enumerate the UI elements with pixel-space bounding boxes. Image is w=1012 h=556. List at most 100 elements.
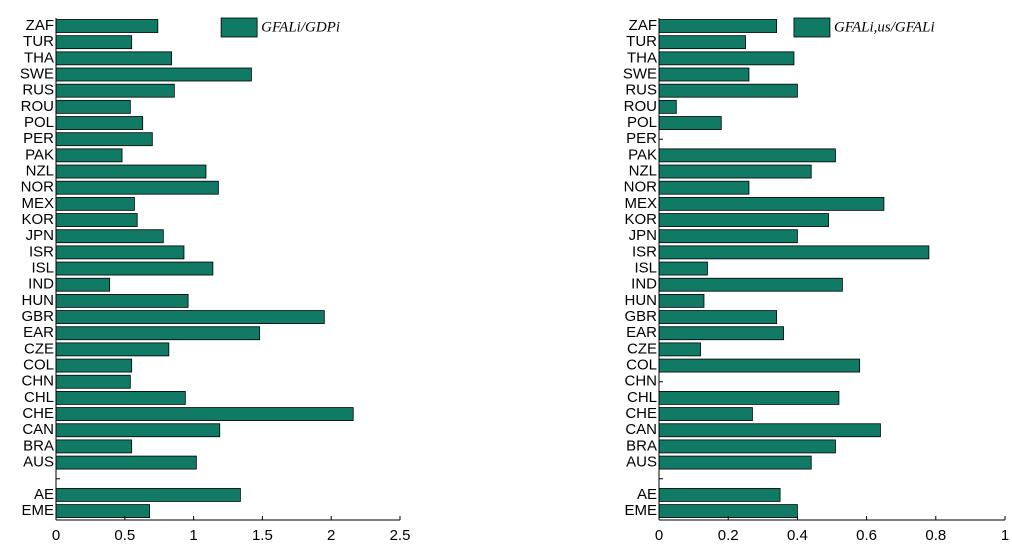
bar xyxy=(55,310,325,324)
bar xyxy=(55,51,172,66)
y-tick-label: IND xyxy=(28,276,54,293)
x-tick-label: 1 xyxy=(189,527,197,544)
bar xyxy=(658,19,778,33)
x-tick-label: 0.2 xyxy=(718,527,739,544)
x-tick-label: 0 xyxy=(655,527,663,544)
bar xyxy=(658,407,753,421)
bar xyxy=(658,488,781,502)
bar xyxy=(658,391,840,405)
y-tick-label: POL xyxy=(24,114,54,131)
bar xyxy=(658,180,750,195)
x-tick-label: 2.5 xyxy=(390,527,411,544)
bar xyxy=(658,35,746,50)
bar xyxy=(55,439,133,454)
bar xyxy=(55,213,138,227)
bar xyxy=(55,277,111,292)
bar xyxy=(658,358,861,373)
y-tick-label: ISL xyxy=(31,260,54,277)
y-tick-label: RUS xyxy=(625,82,657,99)
bar xyxy=(658,51,795,66)
y-tick-label: AUS xyxy=(626,454,657,471)
x-tick-label: 0.4 xyxy=(787,527,808,544)
y-tick-label: ISR xyxy=(29,243,54,260)
bar xyxy=(55,423,221,438)
bar xyxy=(55,99,131,114)
bar xyxy=(55,67,252,82)
y-tick-label: ISL xyxy=(634,260,657,277)
bar xyxy=(658,261,708,276)
y-tick-label: CHN xyxy=(625,373,658,390)
bar xyxy=(55,261,214,276)
y-tick-label: TUR xyxy=(626,33,657,50)
y-tick-label: NZL xyxy=(629,162,657,179)
y-tick-label: CHL xyxy=(24,389,54,406)
bar xyxy=(658,164,812,179)
y-tick-label: KOR xyxy=(21,211,54,228)
x-tick-label: 0.8 xyxy=(925,527,946,544)
y-tick-label: CAN xyxy=(625,421,657,438)
y-tick-label: PER xyxy=(23,130,54,147)
legend-swatch xyxy=(220,17,258,38)
bar xyxy=(55,132,153,147)
bar xyxy=(55,358,133,373)
bar xyxy=(55,229,164,244)
y-tick-label: KOR xyxy=(624,211,657,228)
y-tick-label: GBR xyxy=(624,308,657,325)
bar xyxy=(55,488,241,502)
bar xyxy=(658,83,798,98)
bar xyxy=(55,19,159,33)
y-tick-label: CHE xyxy=(22,405,54,422)
bar xyxy=(55,164,207,179)
y-tick-label: IND xyxy=(631,276,657,293)
x-tick-label: 1 xyxy=(1001,527,1009,544)
y-tick-label: CHL xyxy=(627,389,657,406)
y-tick-label: EME xyxy=(624,502,657,519)
bar xyxy=(55,116,144,130)
bar xyxy=(55,504,150,519)
y-tick-label: TUR xyxy=(23,33,54,50)
legend-swatch xyxy=(793,17,831,38)
y-tick-label: POL xyxy=(627,114,657,131)
bar xyxy=(658,455,812,470)
y-tick-label: HUN xyxy=(625,292,658,309)
bar xyxy=(658,504,798,519)
bar xyxy=(658,277,843,292)
bar xyxy=(658,116,722,130)
bar xyxy=(658,293,705,308)
bar xyxy=(55,293,189,308)
x-tick-label: 0.6 xyxy=(856,527,877,544)
y-tick-label: THA xyxy=(627,49,657,66)
y-tick-label: PAK xyxy=(628,146,657,163)
bar xyxy=(658,423,881,438)
bar xyxy=(55,391,186,405)
y-tick-label: ROU xyxy=(624,98,657,115)
bar xyxy=(658,439,836,454)
bar xyxy=(55,83,175,98)
y-tick-label: CZE xyxy=(627,340,657,357)
bar xyxy=(55,326,261,341)
bar xyxy=(658,67,750,82)
bar xyxy=(55,148,123,163)
y-tick-label: BRA xyxy=(626,437,657,454)
y-tick-label: JPN xyxy=(26,227,54,244)
bar xyxy=(55,196,135,211)
y-tick-label: THA xyxy=(24,49,54,66)
bar xyxy=(55,342,170,357)
bar xyxy=(658,310,778,324)
y-tick-label: COL xyxy=(626,357,657,374)
bar xyxy=(658,326,784,341)
y-tick-label: JPN xyxy=(629,227,657,244)
y-tick-label: ZAF xyxy=(629,17,657,34)
bar xyxy=(55,455,197,470)
y-tick-label: HUN xyxy=(22,292,55,309)
bar xyxy=(658,148,836,163)
bar xyxy=(55,407,354,421)
bar xyxy=(658,99,677,114)
y-tick-label: CHN xyxy=(22,373,55,390)
bar xyxy=(658,229,798,244)
bar xyxy=(55,180,219,195)
y-tick-label: PAK xyxy=(25,146,54,163)
y-tick-label: AUS xyxy=(23,454,54,471)
y-tick-label: RUS xyxy=(22,82,54,99)
